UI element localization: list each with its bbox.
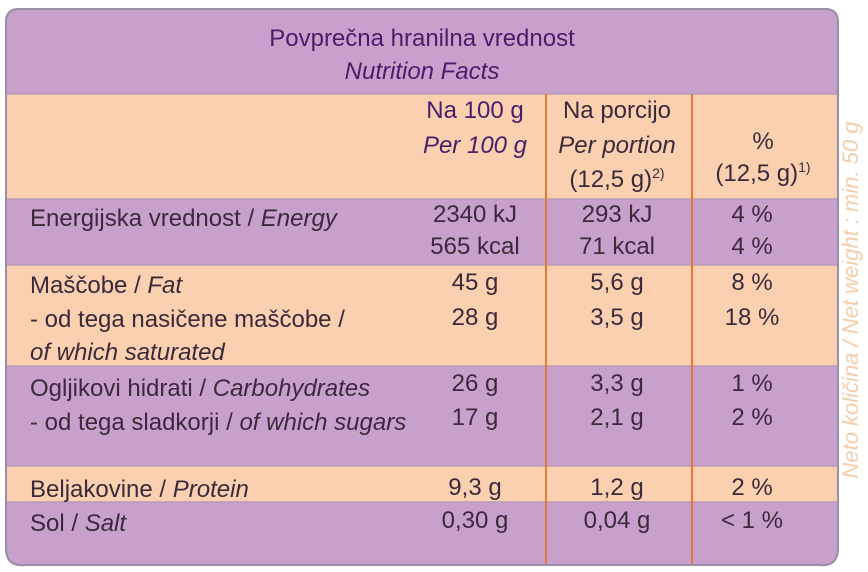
net-weight-text: Neto količina / Net weight : min. 50 g	[838, 121, 863, 479]
col-percent-size: (12,5 g)1)	[715, 159, 811, 187]
col-percent-symbol: %	[752, 128, 774, 155]
salt-100: 0,30 g	[441, 507, 509, 534]
row-saturated-label-sl: - od tega nasičene maščobe /	[30, 306, 345, 333]
protein-portion: 1,2 g	[590, 474, 644, 501]
energy-100-kcal: 565 kcal	[430, 233, 520, 260]
carbs-100: 26 g	[451, 370, 499, 397]
carbs-portion: 3,3 g	[590, 370, 644, 397]
col-per100-sl: Na 100 g	[426, 97, 524, 124]
energy-pct-kcal: 4 %	[731, 233, 773, 260]
sugars-pct: 2 %	[731, 404, 773, 431]
footnote-1: 1)	[798, 159, 811, 175]
protein-pct: 2 %	[731, 474, 773, 501]
carbs-pct: 1 %	[731, 370, 773, 397]
header-band	[5, 8, 839, 94]
band-salt	[5, 502, 839, 567]
col-portion-size: (12,5 g)2)	[569, 165, 665, 193]
nutrition-label	[5, 8, 839, 568]
row-sugars-label: - od tega sladkorji / of which sugars	[30, 409, 407, 436]
col-portion-en: Per portion	[558, 132, 676, 159]
energy-portion-kcal: 71 kcal	[578, 233, 656, 260]
energy-pct-kj: 4 %	[731, 201, 773, 228]
row-saturated-label-en: of which saturated	[30, 339, 225, 366]
title-en: Nutrition Facts	[344, 58, 500, 85]
salt-pct: < 1 %	[720, 507, 784, 534]
row-carbs-label: Ogljikovi hidrati / Carbohydrates	[30, 375, 371, 402]
row-energy-label: Energijska vrednost / Energy	[30, 205, 337, 232]
col-portion-sl: Na porcijo	[562, 97, 672, 124]
energy-portion-kj: 293 kJ	[581, 201, 653, 228]
fat-100: 45 g	[451, 269, 499, 296]
row-fat-label: Maščobe / Fat	[30, 272, 183, 299]
row-salt-label: Sol / Salt	[30, 510, 127, 537]
row-protein-label: Beljakovine / Protein	[30, 476, 249, 503]
saturated-100: 28 g	[451, 304, 499, 331]
fat-pct: 8 %	[731, 269, 773, 296]
protein-100: 9,3 g	[448, 474, 502, 501]
sugars-100: 17 g	[451, 404, 499, 431]
label-background	[5, 8, 839, 567]
saturated-pct: 18 %	[724, 304, 780, 331]
energy-100-kj: 2340 kJ	[432, 201, 518, 228]
col-per100-en: Per 100 g	[422, 132, 528, 159]
saturated-portion: 3,5 g	[590, 304, 644, 331]
fat-portion: 5,6 g	[590, 269, 644, 296]
band-energy	[5, 199, 839, 265]
salt-portion: 0,04 g	[583, 507, 651, 534]
band-carbs	[5, 366, 839, 466]
footnote-2: 2)	[652, 165, 665, 181]
sugars-portion: 2,1 g	[590, 404, 644, 431]
title-sl: Povprečna hranilna vrednost	[269, 25, 575, 52]
